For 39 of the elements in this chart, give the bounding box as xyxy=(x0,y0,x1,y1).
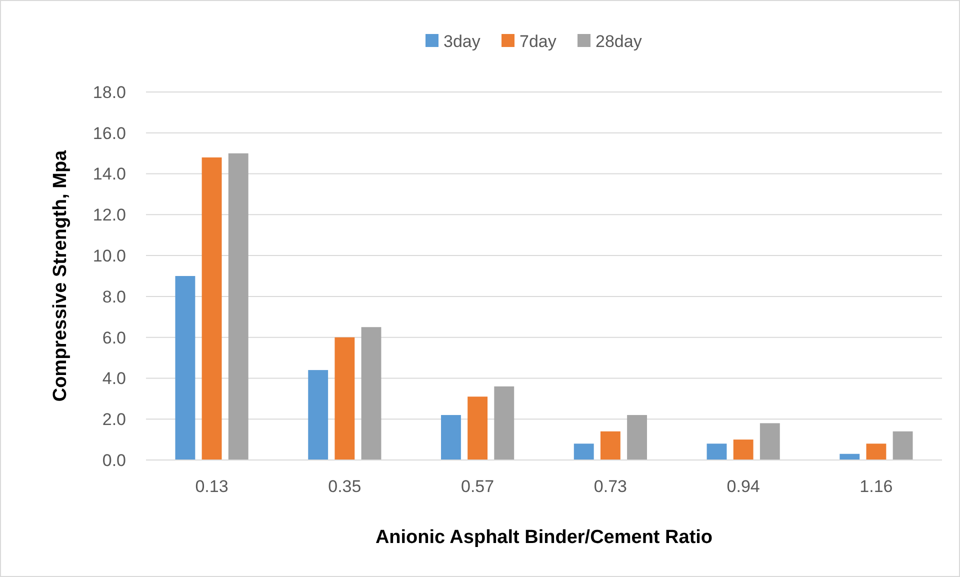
x-tick-label: 0.13 xyxy=(195,477,228,496)
y-tick-label: 2.0 xyxy=(102,410,126,430)
x-tick-label: 0.94 xyxy=(726,477,760,496)
bar xyxy=(892,431,913,460)
legend-label: 7day xyxy=(520,32,557,51)
bar xyxy=(361,327,382,460)
y-tick-label: 16.0 xyxy=(92,124,126,143)
bar xyxy=(840,454,860,460)
y-tick-label: 12.0 xyxy=(92,206,126,225)
bar xyxy=(228,153,248,460)
y-axis-title: Compressive Strength, Mpa xyxy=(50,150,71,402)
y-tick-label: 6.0 xyxy=(102,328,126,348)
x-tick-label: 0.73 xyxy=(594,477,627,496)
bar xyxy=(733,440,754,460)
bar xyxy=(441,415,461,460)
y-tick-label: 14.0 xyxy=(92,164,126,184)
bar xyxy=(202,157,222,460)
y-tick-label: 8.0 xyxy=(102,287,126,306)
bar xyxy=(760,423,780,460)
legend-label: 3day xyxy=(444,32,481,51)
y-tick-label: 10.0 xyxy=(92,246,126,266)
y-tick-label: 18.0 xyxy=(92,82,126,102)
x-axis-title: Anionic Asphalt Binder/Cement Ratio xyxy=(375,527,713,548)
bar xyxy=(627,415,647,460)
bar xyxy=(574,444,594,460)
bar xyxy=(600,431,620,460)
bar xyxy=(175,276,196,460)
bar xyxy=(866,444,886,460)
bar xyxy=(468,396,488,460)
x-tick-label: 0.57 xyxy=(461,477,494,496)
bar xyxy=(308,370,328,460)
bar xyxy=(334,337,355,460)
x-tick-label: 1.16 xyxy=(860,477,893,496)
legend-label: 28day xyxy=(596,32,642,51)
bar xyxy=(706,444,727,460)
x-tick-label: 0.35 xyxy=(328,477,362,496)
y-tick-label: 0.0 xyxy=(102,450,126,470)
y-tick-label: 4.0 xyxy=(102,369,126,388)
bar xyxy=(494,386,514,460)
